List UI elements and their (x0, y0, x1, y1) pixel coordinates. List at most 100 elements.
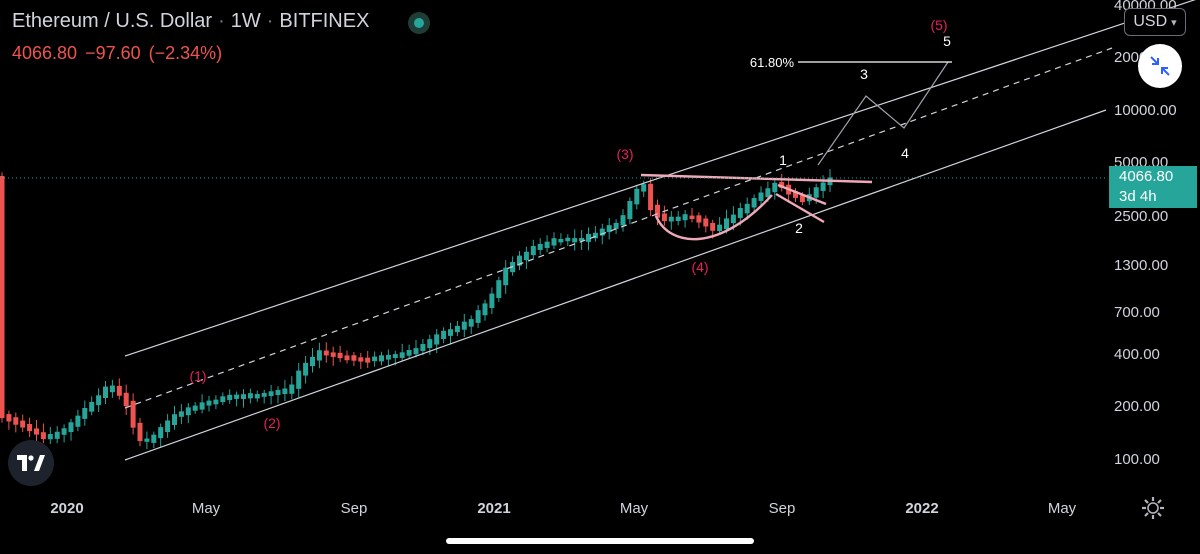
channel-lower-line[interactable] (124, 109, 1107, 461)
x-tick-label: May (620, 500, 649, 517)
currency-selector[interactable]: USD ▾ (1124, 8, 1186, 36)
y-tick-label: 2500.00 (1114, 208, 1168, 225)
wave-label-3: (3) (616, 146, 633, 162)
candle-body (365, 357, 371, 363)
bar-countdown: 3d 4h (1119, 188, 1157, 205)
last-price-label-value: 4066.80 (1119, 168, 1174, 185)
candle-body (130, 400, 136, 428)
candle-body (668, 216, 674, 222)
candle-body (420, 344, 426, 351)
exchange-label: BITFINEX (279, 10, 370, 32)
x-tick-label: May (192, 500, 221, 517)
symbol-header[interactable]: Ethereum / U.S. Dollar · 1W · BITFINEX (12, 10, 370, 32)
x-axis[interactable]: 2020 May Sep 2021 May Sep 2022 May (50, 500, 1076, 517)
candle-body (323, 350, 329, 356)
candle-body (268, 391, 274, 397)
candle-body (758, 192, 764, 201)
candle-body (413, 348, 419, 355)
candle-body (710, 222, 716, 231)
candle-body (496, 280, 502, 298)
tradingview-logo-icon[interactable] (8, 440, 54, 486)
candle-body (696, 215, 702, 223)
candle-body (372, 356, 378, 362)
candle-body (261, 392, 267, 397)
flag-upper-line[interactable] (777, 183, 827, 206)
sub-wave-label-2: 2 (795, 220, 803, 236)
candle-body (586, 233, 591, 242)
candle-body (503, 267, 509, 286)
price-change-pct: (−2.34%) (148, 43, 223, 63)
candle-body (427, 339, 433, 349)
home-indicator[interactable] (446, 538, 754, 544)
y-tick-label: 200.00 (1114, 398, 1160, 415)
candle-body (165, 420, 171, 433)
candle-body (599, 228, 605, 236)
candle-body (724, 218, 729, 230)
candle-body (620, 215, 626, 226)
auto-scale-button[interactable] (1138, 44, 1182, 88)
candle-body (289, 384, 295, 394)
candle-body (482, 303, 488, 316)
candle-body (310, 356, 315, 367)
candle-body (20, 420, 26, 428)
candle-body (247, 393, 253, 399)
candle-body (137, 422, 143, 442)
candle-body (206, 400, 212, 406)
y-tick-label: 1300.00 (1114, 257, 1168, 274)
candle-body (358, 357, 364, 362)
y-tick-label: 400.00 (1114, 346, 1160, 363)
symbol-name[interactable]: Ethereum / U.S. Dollar (12, 10, 213, 32)
candle-body (254, 394, 260, 399)
candle-body (613, 222, 619, 229)
candle-body (689, 215, 695, 220)
candle-body (454, 325, 460, 333)
candle-body (351, 355, 357, 361)
y-tick-label: 700.00 (1114, 304, 1160, 321)
x-tick-label: Sep (341, 500, 368, 517)
candle-body (434, 334, 440, 345)
candle-body (47, 434, 53, 440)
candle-body (530, 246, 536, 256)
candle-body (399, 352, 405, 358)
candle-body (234, 394, 240, 399)
candle-body (475, 310, 481, 323)
candle-body (537, 243, 543, 250)
fib-label: 61.80% (750, 55, 795, 70)
candle-body (779, 182, 785, 188)
candle-body (641, 184, 647, 192)
flag-lower-line[interactable] (775, 192, 825, 224)
wave-projection-path (817, 61, 949, 166)
y-tick-label: 100.00 (1114, 451, 1160, 468)
sub-wave-label-3: 3 (860, 66, 868, 82)
candle-body (213, 399, 219, 405)
candle-body (220, 396, 226, 403)
cup-arc[interactable] (654, 194, 773, 241)
candle-body (565, 237, 571, 242)
candle-body (461, 321, 467, 330)
channel-upper-line[interactable] (124, 0, 1200, 357)
candle-body (34, 428, 39, 435)
interval-label[interactable]: 1W (230, 10, 261, 32)
candle-body (765, 188, 771, 198)
candle-body (344, 355, 350, 361)
candle-body (558, 238, 564, 243)
sub-wave-label-1: 1 (779, 152, 787, 168)
wave-label-2: (2) (263, 415, 280, 431)
candle-body (579, 238, 585, 242)
candle-body (592, 232, 598, 239)
candle-body (379, 355, 384, 362)
wave-label-5: (5) (930, 17, 947, 33)
candle-body (144, 438, 150, 442)
candle-body (744, 203, 750, 214)
candle-body (813, 187, 819, 198)
candle-body (392, 354, 398, 358)
sub-wave-label-4: 4 (901, 145, 909, 161)
candle-body (385, 354, 391, 360)
candle-body (820, 182, 826, 191)
candle-body (75, 415, 81, 427)
candle-body (737, 208, 743, 219)
settings-gear-icon[interactable] (1140, 495, 1166, 521)
candle-body (634, 188, 640, 205)
candle-body (27, 424, 33, 432)
